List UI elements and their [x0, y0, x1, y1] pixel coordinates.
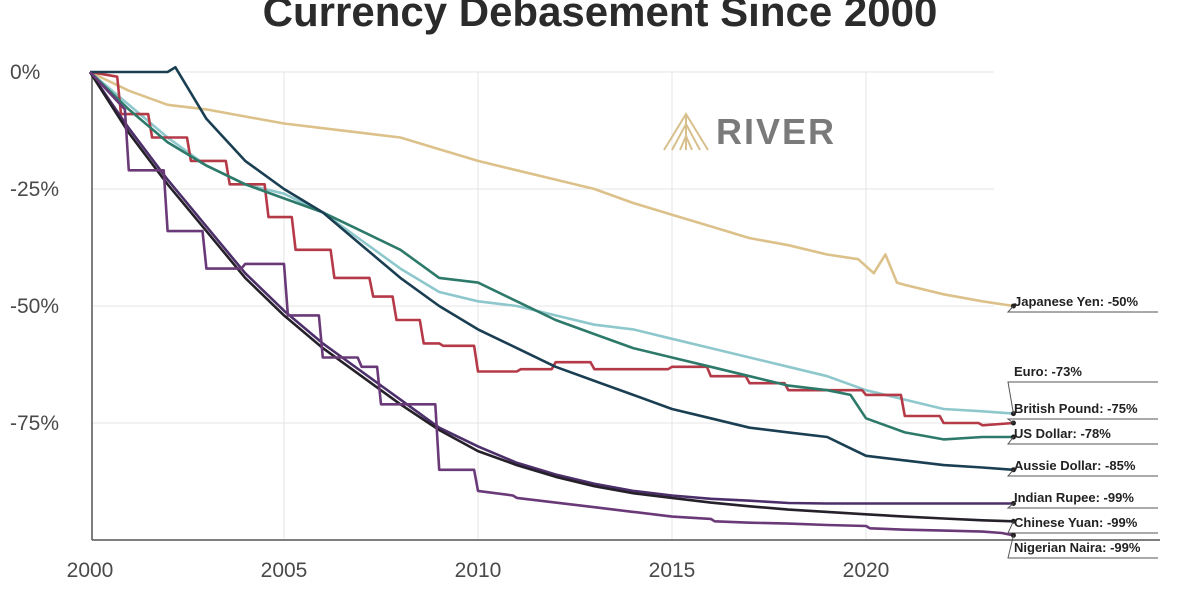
- label-leader-line: [1006, 503, 1158, 509]
- x-tick-label: 2015: [649, 559, 696, 582]
- label-leader-line: [1006, 436, 1158, 445]
- river-wordmark: RIVER: [716, 111, 836, 152]
- end-labels: Japanese Yen: -50% Euro: -73% British Poun…: [1006, 294, 1158, 559]
- series-line-japanese-yen: [89, 70, 1014, 308]
- series-line-aussie-dollar: [90, 66, 1014, 472]
- series-line-chinese-yuan: [88, 71, 1014, 523]
- series-lines: [88, 66, 1014, 537]
- river-mountain-icon: [663, 112, 709, 151]
- axes: 0% -25% -50% -75% 2000 2005 2010 2015 2020: [10, 61, 1160, 582]
- series-line-nigerian-naira: [89, 71, 1014, 537]
- label-leader-line: [1007, 535, 1158, 559]
- y-tick-label: -25%: [10, 178, 59, 201]
- y-tick-label: 0%: [10, 61, 40, 84]
- x-tick-label: 2005: [261, 559, 308, 582]
- x-tick-label: 2010: [455, 559, 502, 582]
- series-end-label: Chinese Yuan: -99%: [1014, 515, 1138, 530]
- series-line-euro: [89, 71, 1014, 415]
- label-leader-line: [1006, 469, 1158, 477]
- x-tick-label: 2020: [843, 559, 890, 582]
- y-tick-label: -75%: [10, 412, 59, 435]
- label-leader-line: [1006, 305, 1158, 313]
- label-leader-line: [1006, 418, 1158, 424]
- series-line-us-dollar: [89, 71, 1014, 441]
- series-line-british-pound: [89, 70, 1014, 427]
- series-end-label: Aussie Dollar: -85%: [1014, 458, 1136, 473]
- series-end-label: Nigerian Naira: -99%: [1014, 540, 1141, 555]
- series-end-label: British Pound: -75%: [1014, 401, 1138, 416]
- y-tick-label: -50%: [10, 295, 59, 318]
- series-end-label: Indian Rupee: -99%: [1014, 490, 1134, 505]
- series-end-label: US Dollar: -78%: [1014, 426, 1111, 441]
- river-logo: RIVER: [663, 111, 836, 152]
- label-leader-line: [1007, 521, 1158, 534]
- grid-lines: [92, 71, 994, 540]
- chart-title: Currency Debasement Since 2000: [262, 0, 938, 35]
- series-end-label: Euro: -73%: [1014, 364, 1082, 379]
- series-end-label: Japanese Yen: -50%: [1014, 294, 1138, 309]
- x-tick-label: 2000: [67, 559, 114, 582]
- label-leader-line: [1007, 381, 1158, 414]
- series-line-indian-rupee: [88, 71, 1014, 505]
